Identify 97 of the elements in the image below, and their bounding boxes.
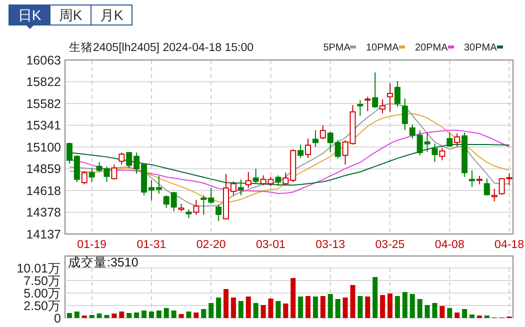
bar <box>298 296 304 318</box>
candlestick <box>312 130 318 148</box>
y-tick-label: 2.50万 <box>24 298 61 313</box>
y-tick-label: 16063 <box>26 53 62 68</box>
x-tick-label: 01-31 <box>136 239 166 251</box>
bar <box>148 312 154 318</box>
bar <box>394 296 400 318</box>
bar <box>216 298 222 318</box>
x-tick-label: 03-13 <box>316 239 346 251</box>
bar <box>112 314 117 318</box>
legend-label: 30PMA <box>464 42 498 54</box>
y-tick-label: 15582 <box>26 96 62 111</box>
bar <box>253 303 258 318</box>
y-tick-label: 0 <box>54 311 62 326</box>
y-tick-label: 7.50万 <box>24 274 61 288</box>
candlestick <box>432 143 438 162</box>
bar <box>230 298 236 318</box>
candlestick <box>357 100 364 116</box>
bar <box>328 294 333 318</box>
bar <box>335 299 340 318</box>
bar <box>66 313 72 318</box>
bar <box>342 298 348 318</box>
bar <box>283 304 288 318</box>
candlestick <box>238 178 244 196</box>
y-tick-label: 15100 <box>26 140 62 154</box>
x-tick-label: 04-08 <box>434 239 464 251</box>
bar <box>320 296 326 318</box>
candlestick <box>394 80 400 108</box>
y-tick-label: 15341 <box>26 118 62 133</box>
bar <box>119 312 124 318</box>
candlestick <box>462 132 468 178</box>
y-tick-label: 10.01万 <box>16 261 61 276</box>
bar <box>372 277 378 318</box>
bar <box>194 312 199 318</box>
y-tick-label: 5.00万 <box>24 286 61 300</box>
candlestick <box>245 172 252 189</box>
bar <box>454 312 460 318</box>
legend-label: 5PMA <box>323 42 351 54</box>
bar <box>201 309 206 318</box>
bar <box>89 315 94 318</box>
candlestick <box>469 170 475 188</box>
y-tick-label: 14378 <box>26 206 62 220</box>
bar <box>312 296 318 318</box>
bar <box>417 299 422 318</box>
bar <box>350 285 356 318</box>
bar <box>380 295 386 318</box>
bar <box>290 278 296 318</box>
chart-title: 生猪2405[lh2405] 2024-04-18 15:00 <box>69 41 254 54</box>
bar <box>260 305 266 318</box>
bar <box>208 303 214 318</box>
bar <box>134 312 140 318</box>
y-tick-label: 14859 <box>26 162 62 176</box>
bar <box>306 296 311 318</box>
bar <box>470 314 474 318</box>
bar <box>410 294 415 318</box>
text: 月K <box>100 6 124 23</box>
text: 日K <box>18 6 42 23</box>
bar <box>186 312 192 318</box>
bar <box>365 296 370 318</box>
y-tick-label: 14137 <box>26 227 62 242</box>
bar <box>96 314 102 318</box>
bar <box>126 313 132 318</box>
text: 周K <box>58 6 83 23</box>
bar <box>104 315 110 318</box>
bar <box>178 314 184 318</box>
y-tick-label: 15822 <box>26 75 62 90</box>
bar <box>164 308 169 318</box>
bar <box>388 294 393 318</box>
bar <box>462 309 468 318</box>
x-tick-label: 01-19 <box>77 239 107 251</box>
bar <box>246 296 251 318</box>
candlestick <box>380 98 386 114</box>
x-tick-label: 04-18 <box>494 239 524 251</box>
candlestick <box>305 138 312 158</box>
bar <box>358 296 363 318</box>
bar <box>447 308 452 318</box>
bar <box>268 298 274 318</box>
bar <box>142 310 147 318</box>
bar <box>156 310 162 318</box>
bar <box>424 305 430 318</box>
bar <box>74 312 80 318</box>
bar <box>171 310 176 318</box>
bar <box>440 306 445 318</box>
y-tick-label: 14618 <box>26 184 62 198</box>
legend-label: 20PMA <box>415 42 448 54</box>
candlestick <box>387 82 394 112</box>
bar <box>276 301 281 318</box>
candlestick <box>454 133 460 148</box>
x-tick-label: 03-01 <box>256 239 286 251</box>
bar <box>224 289 229 318</box>
x-tick-label: 03-25 <box>375 239 405 251</box>
bar <box>432 303 438 318</box>
candlestick <box>491 188 498 202</box>
legend-label: 10PMA <box>366 42 400 54</box>
x-tick-label: 02-20 <box>196 239 226 251</box>
bar <box>238 301 244 318</box>
bar <box>402 292 408 318</box>
